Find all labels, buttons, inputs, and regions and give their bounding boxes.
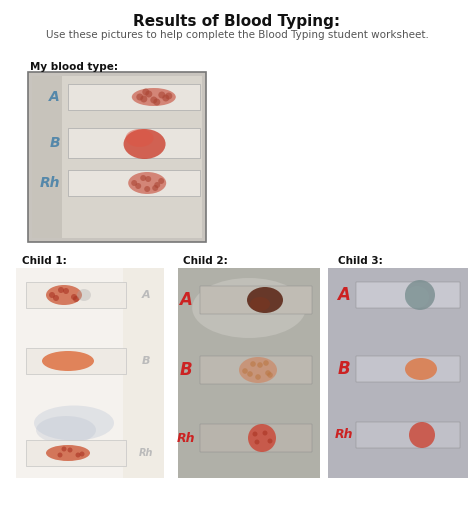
Circle shape <box>158 92 165 98</box>
Circle shape <box>144 186 150 192</box>
Text: B: B <box>142 356 150 366</box>
Circle shape <box>265 370 271 376</box>
Ellipse shape <box>46 445 90 461</box>
Bar <box>16 268 164 478</box>
Bar <box>200 286 312 314</box>
Text: Use these pictures to help complete the Blood Typing student worksheet.: Use these pictures to help complete the … <box>46 30 428 40</box>
Circle shape <box>140 175 146 181</box>
Text: B: B <box>337 360 350 378</box>
Ellipse shape <box>250 297 270 311</box>
Ellipse shape <box>405 286 429 308</box>
Bar <box>68 84 200 110</box>
Text: Child 2:: Child 2: <box>183 256 228 266</box>
Circle shape <box>153 98 160 106</box>
Circle shape <box>250 361 256 367</box>
Text: Rh: Rh <box>177 432 195 445</box>
Ellipse shape <box>46 285 82 305</box>
Text: A: A <box>142 290 150 300</box>
Circle shape <box>142 88 149 96</box>
Circle shape <box>263 360 269 366</box>
Text: A: A <box>337 286 350 304</box>
Bar <box>178 268 320 478</box>
Text: Results of Blood Typing:: Results of Blood Typing: <box>134 14 340 29</box>
Circle shape <box>80 451 84 457</box>
Circle shape <box>165 93 173 99</box>
Circle shape <box>73 296 79 302</box>
Text: A: A <box>180 291 192 309</box>
Circle shape <box>71 294 77 300</box>
Circle shape <box>242 368 248 374</box>
Bar <box>328 268 468 478</box>
Text: B: B <box>49 136 60 150</box>
Circle shape <box>257 362 263 368</box>
Circle shape <box>409 422 435 448</box>
Circle shape <box>75 452 81 458</box>
Bar <box>200 356 312 384</box>
Bar <box>26 440 126 466</box>
Text: A: A <box>49 90 60 104</box>
Ellipse shape <box>405 358 437 380</box>
Bar <box>26 348 126 374</box>
Circle shape <box>62 447 66 451</box>
Circle shape <box>150 97 157 103</box>
Ellipse shape <box>77 289 91 301</box>
Bar <box>32 76 202 238</box>
Circle shape <box>255 374 261 380</box>
Ellipse shape <box>124 129 165 159</box>
Circle shape <box>154 182 160 188</box>
Text: Rh: Rh <box>39 176 60 190</box>
Circle shape <box>405 280 435 310</box>
Text: Rh: Rh <box>139 448 153 458</box>
Bar <box>68 170 200 196</box>
Ellipse shape <box>126 129 154 147</box>
Circle shape <box>162 95 169 101</box>
Circle shape <box>63 288 69 294</box>
Circle shape <box>152 185 158 191</box>
Ellipse shape <box>128 172 166 194</box>
Text: B: B <box>180 361 192 379</box>
Circle shape <box>58 287 64 293</box>
Circle shape <box>49 292 55 298</box>
Circle shape <box>53 295 59 301</box>
Ellipse shape <box>192 278 306 338</box>
Text: Child 3:: Child 3: <box>338 256 383 266</box>
Circle shape <box>267 438 273 444</box>
Ellipse shape <box>34 406 114 440</box>
Text: Child 1:: Child 1: <box>22 256 67 266</box>
Circle shape <box>57 452 63 458</box>
Bar <box>32 76 62 238</box>
Bar <box>68 128 200 158</box>
Circle shape <box>267 372 273 378</box>
Circle shape <box>135 183 141 189</box>
Circle shape <box>158 178 164 184</box>
Circle shape <box>67 448 73 452</box>
Ellipse shape <box>36 416 96 444</box>
Circle shape <box>145 176 151 182</box>
Circle shape <box>263 431 267 436</box>
Text: Rh: Rh <box>335 428 353 441</box>
Circle shape <box>137 94 143 100</box>
Ellipse shape <box>132 88 176 106</box>
Bar <box>356 282 460 308</box>
Circle shape <box>255 439 259 445</box>
Ellipse shape <box>239 357 277 383</box>
Bar <box>28 72 206 242</box>
Text: My blood type:: My blood type: <box>30 62 118 72</box>
Circle shape <box>248 424 276 452</box>
Circle shape <box>253 432 257 436</box>
Bar <box>200 424 312 452</box>
Ellipse shape <box>42 351 94 371</box>
Ellipse shape <box>247 287 283 313</box>
Circle shape <box>140 96 147 102</box>
Bar <box>356 356 460 382</box>
Circle shape <box>146 90 152 98</box>
Bar <box>356 422 460 448</box>
Bar <box>26 282 126 308</box>
Circle shape <box>131 180 137 186</box>
Circle shape <box>247 371 253 377</box>
Bar <box>16 268 123 478</box>
